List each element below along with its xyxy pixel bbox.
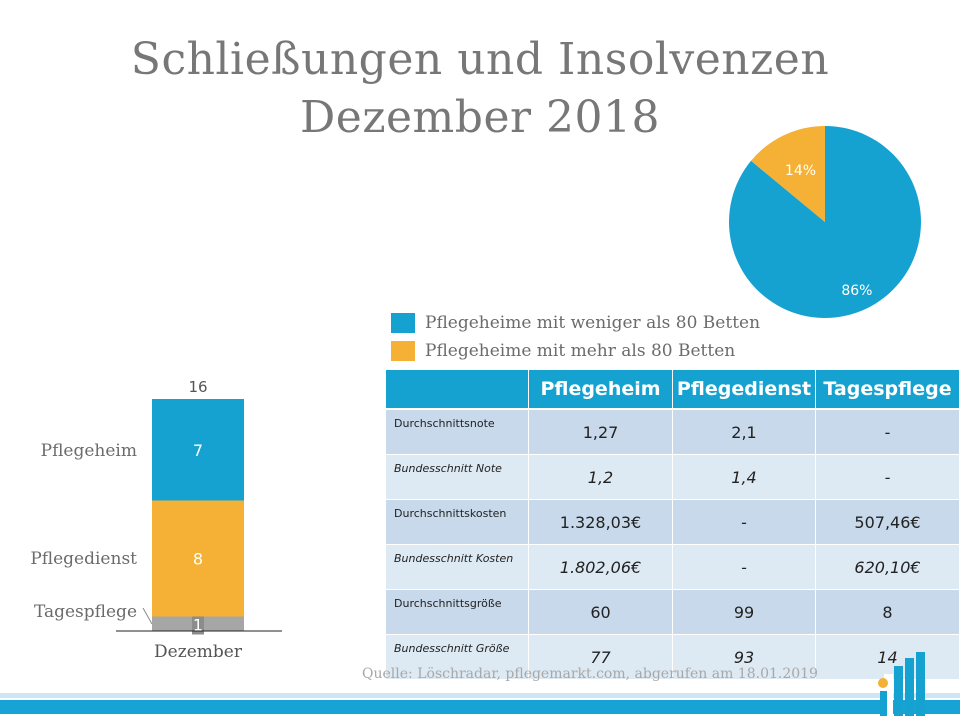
table-header-blank — [385, 369, 529, 410]
series-label-tagespflege: Tagespflege — [34, 602, 137, 622]
footer-band-dark — [0, 700, 960, 714]
table-cell: 99 — [672, 589, 816, 635]
series-label-pflegeheim: Pflegeheim — [41, 441, 137, 461]
table-row: Bundesschnitt Note 1,2 1,4 - — [385, 454, 960, 500]
table-header-cell: Pflegedienst — [672, 369, 816, 410]
legend-label: Pflegeheime mit mehr als 80 Betten — [425, 341, 736, 361]
footer-band — [0, 693, 960, 720]
table-cell: 1.802,06€ — [528, 544, 673, 590]
pie-slice-1 — [751, 126, 825, 222]
row-label: Durchschnittsnote — [385, 408, 529, 455]
row-label: Bundesschnitt Kosten — [385, 544, 529, 590]
table-cell: 60 — [528, 589, 673, 635]
bar-value-label-pflegedienst: 8 — [193, 550, 203, 569]
table-header-row: Pflegeheim Pflegedienst Tagespflege — [385, 369, 960, 410]
bar-value-label-pflegeheim: 7 — [193, 441, 203, 460]
table-cell: - — [815, 454, 960, 500]
pie-slice-label-0: 86% — [841, 283, 872, 299]
table-cell: - — [672, 544, 816, 590]
pie-chart: 86% 14% — [729, 126, 921, 318]
legend-item-blue: Pflegeheime mit weniger als 80 Betten — [391, 309, 760, 337]
table-cell: 77 — [528, 634, 673, 680]
legend-item-orange: Pflegeheime mit mehr als 80 Betten — [391, 337, 760, 365]
table-cell: 2,1 — [672, 408, 816, 455]
table-header-cell: Tagespflege — [815, 369, 960, 410]
bar-total-label: 16 — [188, 378, 207, 396]
series-label-pflegedienst: Pflegedienst — [30, 549, 137, 569]
table-cell: 620,10€ — [815, 544, 960, 590]
row-label: Bundesschnitt Note — [385, 454, 529, 500]
bar-segment-pflegeheim — [152, 399, 244, 501]
table-cell: - — [672, 499, 816, 545]
pflegemarkt-logo-icon — [878, 652, 925, 716]
table-cell: 1,4 — [672, 454, 816, 500]
comparison-table: Pflegeheim Pflegedienst Tagespflege Durc… — [385, 369, 960, 680]
pie-legend: Pflegeheime mit weniger als 80 Betten Pf… — [391, 309, 760, 365]
table-header-cell: Pflegeheim — [528, 369, 673, 410]
table-row: Bundesschnitt Kosten 1.802,06€ - 620,10€ — [385, 544, 960, 590]
category-label: Dezember — [154, 642, 243, 662]
table-cell: 507,46€ — [815, 499, 960, 545]
page-title-line1: Schließungen und Insolvenzen — [130, 34, 830, 85]
table-row: Durchschnittsnote 1,27 2,1 - — [385, 408, 960, 455]
tagespflege-leader-line — [142, 607, 153, 625]
table-cell: 1,2 — [528, 454, 673, 500]
legend-swatch — [391, 313, 415, 333]
table-row: Durchschnittsgröße 60 99 8 — [385, 589, 960, 635]
table-cell: 93 — [672, 634, 816, 680]
row-label: Durchschnittskosten — [385, 499, 529, 545]
source-note: Quelle: Löschradar, pflegemarkt.com, abg… — [362, 666, 818, 682]
bar-value-label-bg — [192, 612, 204, 635]
table-cell: - — [815, 408, 960, 455]
stacked-bar-chart: 16 1 8 7 Pflegeheim Pflegedienst Tagespfle… — [30, 378, 282, 662]
table-row: Durchschnittskosten 1.328,03€ - 507,46€ — [385, 499, 960, 545]
table-cell: 1,27 — [528, 408, 673, 455]
bar-value-label-tagespflege: 1 — [193, 616, 203, 635]
row-label: Durchschnittsgröße — [385, 589, 529, 635]
row-label: Bundesschnitt Größe — [385, 634, 529, 680]
footer-band-light — [0, 693, 960, 698]
table-cell: 1.328,03€ — [528, 499, 673, 545]
pie-slice-label-1: 14% — [785, 163, 816, 179]
bar-segment-pflegedienst — [152, 500, 244, 617]
legend-swatch — [391, 341, 415, 361]
page-title-line2: Dezember 2018 — [300, 92, 660, 143]
table-row: Bundesschnitt Größe 77 93 14 — [385, 634, 960, 680]
table-cell: 8 — [815, 589, 960, 635]
legend-label: Pflegeheime mit weniger als 80 Betten — [425, 313, 761, 333]
